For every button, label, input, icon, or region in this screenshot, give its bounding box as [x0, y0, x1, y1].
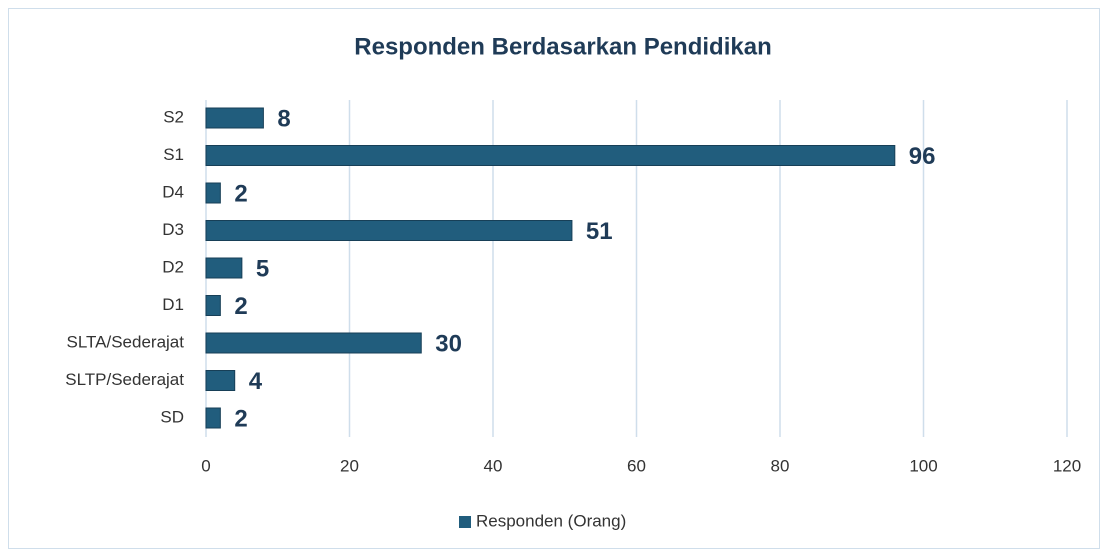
x-tick-label: 40: [484, 456, 503, 475]
y-tick-label: D2: [162, 257, 184, 276]
data-label: 51: [586, 218, 613, 245]
legend-swatch: [459, 516, 471, 528]
bar: [205, 370, 236, 391]
legend-label: Responden (Orang): [476, 511, 626, 530]
data-label: 2: [234, 293, 247, 320]
bar: [205, 332, 422, 354]
bar: [205, 107, 264, 129]
x-tick-label: 100: [909, 456, 937, 475]
bar: [205, 295, 221, 316]
y-tick-label: D1: [162, 295, 184, 314]
y-tick-label: SD: [160, 407, 184, 426]
data-label: 2: [234, 180, 247, 207]
chart-border: [8, 8, 1100, 549]
data-label: 8: [277, 105, 290, 132]
y-tick-label: D3: [162, 220, 184, 239]
y-tick-label: D4: [162, 182, 184, 201]
x-tick-label: 0: [201, 456, 210, 475]
x-tick-label: 80: [771, 456, 790, 475]
data-label: 96: [909, 143, 936, 170]
y-tick-label: S1: [163, 145, 184, 164]
x-tick-label: 60: [627, 456, 646, 475]
data-label: 4: [249, 368, 263, 395]
bar: [205, 257, 243, 279]
chart-title: Responden Berdasarkan Pendidikan: [354, 33, 771, 60]
data-label: 30: [435, 330, 462, 357]
data-label: 5: [256, 255, 269, 282]
y-tick-label: SLTA/Sederajat: [67, 332, 185, 351]
x-tick-label: 20: [340, 456, 359, 475]
bar: [205, 220, 573, 241]
bar: [205, 407, 221, 429]
y-tick-label: SLTP/Sederajat: [65, 370, 184, 389]
bar: [205, 182, 221, 204]
x-tick-label: 120: [1053, 456, 1081, 475]
y-tick-label: S2: [163, 107, 184, 126]
data-label: 2: [234, 405, 247, 432]
bar: [205, 145, 896, 166]
